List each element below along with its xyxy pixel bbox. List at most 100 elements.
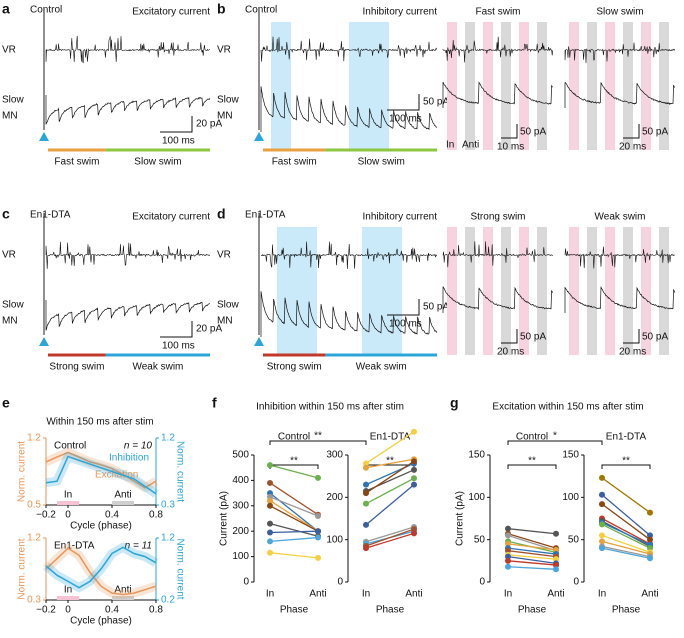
scale-bar — [501, 329, 518, 344]
scale-bar — [160, 116, 193, 133]
phase-shading — [587, 22, 597, 150]
data-point — [411, 428, 417, 435]
pair-line — [507, 528, 557, 535]
data-point — [267, 538, 273, 545]
stim-arrow — [39, 132, 49, 141]
pair-line — [601, 523, 651, 549]
mn-trace — [564, 81, 676, 108]
inset-title: Strong swim — [470, 212, 525, 223]
x-axis-label: Phase — [612, 605, 641, 616]
y-tick-label: 500 — [232, 450, 249, 461]
data-point — [553, 556, 559, 563]
scale-label: 50 pA — [423, 97, 449, 108]
x-axis-label: Phase — [280, 605, 309, 616]
x-tick-label: Anti — [641, 589, 658, 600]
data-point — [505, 563, 511, 570]
y2-tick-label: 1.2 — [161, 533, 175, 544]
inset-title: Slow swim — [596, 7, 643, 18]
annotation: n = 11 — [125, 541, 152, 552]
data-point — [599, 501, 605, 508]
x-tick-label: 0.4 — [105, 510, 119, 521]
data-point — [505, 547, 511, 554]
sig-bracket — [507, 440, 603, 445]
data-point — [267, 529, 273, 536]
phase-marker — [112, 501, 134, 505]
data-point — [363, 500, 369, 507]
phase-shading — [641, 22, 651, 150]
scale-label: 20 pA — [196, 119, 222, 130]
x-tick-label: 0 — [65, 510, 71, 521]
data-point — [267, 520, 273, 527]
y-tick-label: 150 — [562, 450, 579, 461]
y-tick-label: 300 — [326, 450, 343, 461]
phase-shading — [605, 22, 615, 150]
pair-line — [601, 494, 651, 536]
phase-label: Fast swim — [272, 157, 317, 168]
data-point — [363, 490, 369, 497]
y-tick-label: 150 — [468, 450, 485, 461]
data-point — [599, 491, 605, 498]
scale-label: 50 pA — [642, 127, 668, 138]
data-point — [647, 536, 653, 543]
phase-shading — [501, 22, 511, 150]
sig-label: ** — [386, 456, 394, 467]
y-tick-label: 1.2 — [27, 533, 41, 544]
vr-trace — [564, 42, 676, 64]
chart-title: En1-DTA — [54, 541, 95, 552]
scale-bar — [387, 94, 420, 111]
data-point — [363, 460, 369, 467]
condition-label: Control — [245, 5, 277, 16]
inset-title: Weak swim — [595, 212, 646, 223]
row-label: MN — [2, 111, 18, 122]
mn-trace — [260, 86, 437, 132]
y2-axis-label: Norm. current — [174, 538, 185, 599]
pair-line — [507, 566, 557, 570]
y-tick-label: 1.2 — [27, 433, 41, 444]
scale-bar — [623, 329, 640, 344]
data-point — [267, 502, 273, 509]
y-tick-label: 0 — [573, 577, 579, 588]
phase-mark: Anti — [462, 140, 479, 151]
data-point — [315, 534, 321, 541]
x-tick-label: Anti — [547, 589, 564, 600]
scale-label: 100 ms — [162, 136, 195, 147]
mn-trace — [564, 286, 676, 313]
panel-letter: e — [2, 395, 10, 411]
row-label: Slow — [217, 300, 239, 311]
data-point — [363, 545, 369, 552]
vr-trace — [564, 246, 675, 269]
data-point — [553, 530, 559, 537]
stim-arrow — [254, 337, 264, 346]
x-axis-label: Phase — [518, 605, 547, 616]
x-tick-label: 0.8 — [149, 605, 163, 616]
phase-marker — [112, 596, 134, 600]
pair-line — [269, 536, 319, 543]
pair-line — [507, 533, 557, 549]
condition-label: En1-DTA — [30, 210, 71, 221]
data-point — [411, 530, 417, 537]
phase-marker — [57, 596, 79, 600]
phase-mark: In — [446, 140, 454, 151]
phase-shading — [519, 227, 529, 355]
pair-line — [507, 543, 557, 551]
phase-shading — [277, 227, 317, 355]
panel-letter: f — [212, 395, 217, 411]
sig-label: ** — [528, 456, 536, 467]
y-axis-label: Norm. current — [17, 441, 28, 502]
row-label: MN — [217, 111, 233, 122]
pair-line — [601, 540, 651, 555]
pair-line — [365, 477, 415, 505]
vr-trace — [45, 241, 211, 269]
sig-label: * — [553, 431, 557, 442]
y-tick-label: 0.3 — [27, 595, 41, 606]
x-axis-label: Cycle (phase) — [70, 521, 132, 532]
vr-trace — [260, 241, 437, 270]
y2-tick-label: 0.2 — [161, 595, 175, 606]
series-label: Excitation — [95, 469, 138, 480]
data-point — [315, 474, 321, 481]
scale-label: 100 ms — [162, 341, 195, 352]
data-point — [599, 545, 605, 552]
data-point — [647, 509, 653, 516]
phase-shading — [483, 227, 493, 355]
